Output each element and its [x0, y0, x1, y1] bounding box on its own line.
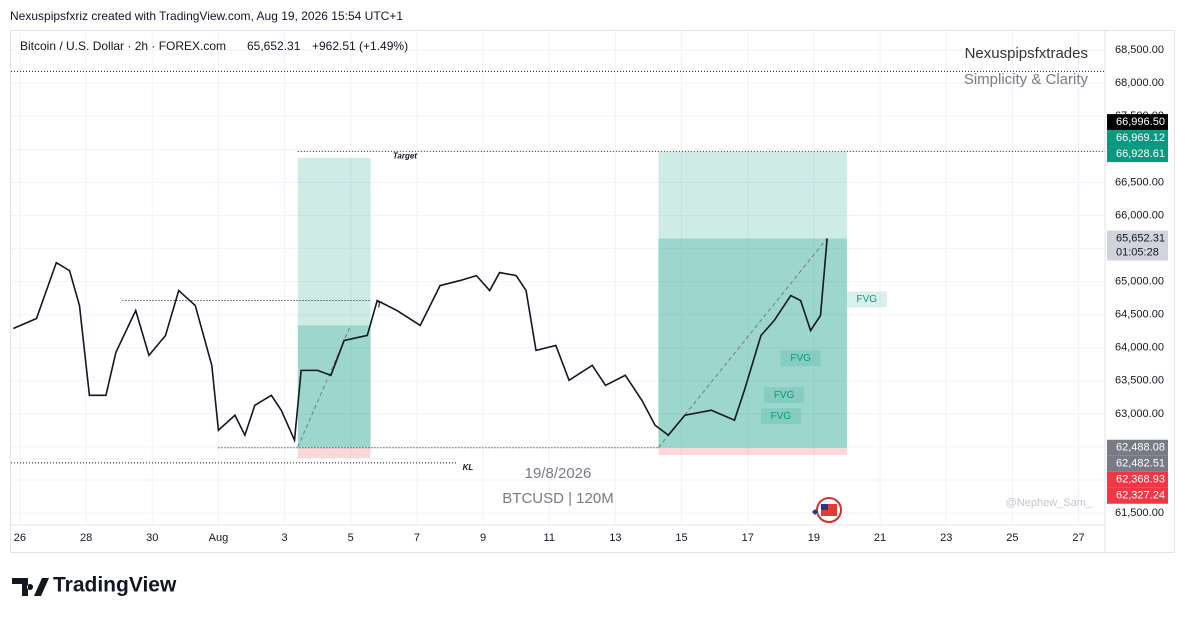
price-tag [1107, 230, 1168, 261]
level-label: Target [393, 152, 417, 161]
price-tag [1107, 439, 1168, 456]
x-tick-label: 26 [14, 532, 26, 544]
price-tag [1107, 114, 1168, 131]
price-tag [1107, 487, 1168, 504]
profit-zone [658, 151, 847, 448]
x-tick-label: 17 [742, 532, 754, 544]
x-tick-label: 23 [940, 532, 952, 544]
x-tick-label: 7 [414, 532, 420, 544]
x-tick-label: 11 [544, 532, 555, 544]
price-tag [1107, 471, 1168, 488]
price-tag-label: 66,969.12 [1116, 132, 1165, 144]
x-tick-label: 21 [874, 532, 886, 544]
fvg-tag [780, 350, 821, 367]
level-label: T [377, 301, 383, 310]
y-tick-label: 64,000.00 [1115, 342, 1164, 354]
trend-diagonal [658, 238, 828, 449]
fvg-label: FVG [857, 294, 878, 305]
fvg-tag [846, 291, 887, 308]
watermark-tagline: Simplicity & Clarity [964, 71, 1089, 88]
x-tick-label: 25 [1006, 532, 1018, 544]
x-tick-label: 3 [282, 532, 288, 544]
price-tag-timer: 01:05:28 [1116, 246, 1159, 258]
price-tag-label: 66,928.61 [1116, 148, 1165, 160]
x-tick-label: 9 [480, 532, 486, 544]
open-profit [658, 238, 847, 448]
open-profit [297, 325, 371, 448]
y-tick-label: 63,000.00 [1115, 408, 1164, 420]
chart-frame [10, 30, 1175, 553]
x-tick-label: Aug [209, 532, 229, 544]
stop-zone [658, 447, 847, 455]
x-tick-label: 30 [146, 532, 158, 544]
price-tag-label: 66,996.50 [1116, 116, 1165, 128]
watermark-date: 19/8/2026 [525, 465, 592, 482]
y-tick-label: 64,500.00 [1115, 309, 1164, 321]
x-tick-label: 27 [1072, 532, 1084, 544]
flag-icon [812, 497, 842, 523]
legend-change: +962.51 (+1.49%) [312, 39, 408, 53]
fvg-label: FVG [774, 390, 795, 401]
fvg-label: FVG [771, 411, 792, 422]
x-tick-label: 28 [80, 532, 92, 544]
price-tag-label: 62,327.24 [1116, 490, 1165, 502]
fvg-tag [760, 408, 801, 425]
price-tag [1107, 130, 1168, 147]
x-tick-label: 13 [609, 532, 621, 544]
footer-brand: TradingView [53, 574, 177, 597]
header: Nexuspipsfxriz created with TradingView.… [10, 9, 403, 23]
y-tick-label: 66,500.00 [1115, 176, 1164, 188]
price-tag-label: 62,368.93 [1116, 474, 1165, 486]
y-tick-label: 68,500.00 [1115, 44, 1164, 56]
price-tag-label: 62,488.08 [1116, 442, 1165, 454]
y-tick-label: 68,000.00 [1115, 77, 1164, 89]
legend-symbol: Bitcoin / U.S. Dollar · 2h · FOREX.com [20, 39, 226, 53]
fvg-label: FVG [790, 353, 811, 364]
watermark-instrument: BTCUSD | 120M [502, 490, 613, 507]
y-tick-label: 66,000.00 [1115, 209, 1164, 221]
tradingview-logo: TradingView [12, 574, 177, 597]
level-label: KL [463, 463, 474, 472]
trend-diagonal [297, 325, 352, 448]
price-line [12, 238, 828, 444]
watermark-author: Nexuspipsfxtrades [965, 45, 1088, 62]
price-tag [1107, 455, 1168, 472]
plot: 26 28 30 Aug 3 5 7 9 11 13 15 17 19 21 23 25 27 61,500.00… [11, 31, 1168, 544]
y-tick-label: 63,500.00 [1115, 375, 1164, 387]
watermark-credit: @Nephew_Sam_ [1006, 497, 1093, 509]
y-tick-label: 65,000.00 [1115, 276, 1164, 288]
y-tick-label: 61,500.00 [1115, 507, 1164, 519]
price-tag [1107, 146, 1168, 163]
x-tick-label: 19 [808, 532, 820, 544]
x-tick-label: 5 [348, 532, 354, 544]
price-tag-label: 65,652.31 [1116, 232, 1165, 244]
stop-zone [297, 447, 371, 459]
profit-zone [297, 157, 371, 448]
legend-price: 65,652.31 [247, 39, 301, 53]
x-tick-label: 15 [675, 532, 687, 544]
price-tag-label: 62,482.51 [1116, 458, 1165, 470]
fvg-tag [764, 387, 805, 404]
